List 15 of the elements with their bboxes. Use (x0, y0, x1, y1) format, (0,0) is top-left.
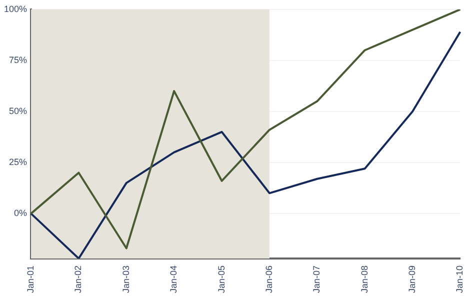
x-tick-label: Jan-03 (120, 265, 131, 294)
x-tick-label: Jan-01 (26, 265, 36, 294)
y-tick-label: 50% (9, 106, 28, 116)
x-tick-label: Jan-05 (216, 265, 226, 294)
y-tick-label: 75% (9, 54, 28, 65)
x-tick-label: Jan-04 (168, 265, 179, 294)
y-tick-label: 25% (9, 157, 28, 168)
y-tick-label: 0% (14, 208, 28, 218)
x-tick-label: Jan-06 (264, 265, 274, 294)
x-tick-label: Jan-02 (73, 265, 84, 294)
x-tick-label: Jan-08 (359, 265, 370, 294)
x-tick-label: Jan-09 (407, 265, 417, 294)
y-tick-label: 100% (4, 4, 28, 14)
x-tick-label: Jan-10 (454, 265, 465, 294)
x-tick-label: Jan-07 (312, 265, 322, 294)
